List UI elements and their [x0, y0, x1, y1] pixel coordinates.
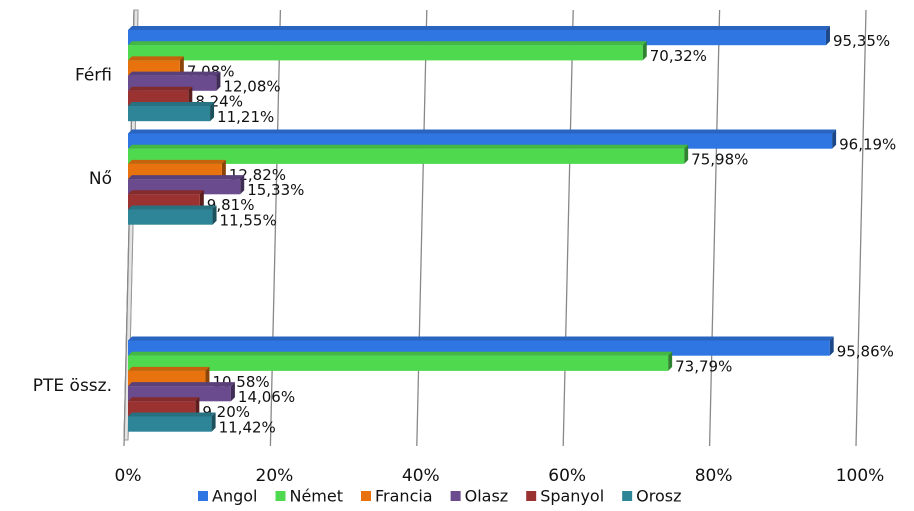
bar-top	[128, 412, 216, 417]
bar-top	[128, 397, 200, 402]
bar-top	[128, 41, 647, 46]
bar-top	[128, 336, 834, 341]
bar-side	[668, 351, 673, 371]
grid-line	[562, 9, 574, 447]
bar-top	[128, 175, 245, 180]
x-tick-label: 60%	[548, 466, 586, 486]
bar-front	[128, 416, 212, 432]
bar-side	[684, 144, 689, 164]
bar-front	[128, 209, 213, 225]
legend-swatch	[361, 491, 371, 501]
category-label: PTE össz.	[33, 376, 112, 396]
bar-top	[128, 351, 673, 356]
x-tick-label: 20%	[256, 466, 294, 486]
legend-label: Olasz	[465, 487, 509, 506]
legend-label: Spanyol	[540, 487, 604, 506]
bar-side	[205, 366, 210, 387]
category-label: Nő	[89, 169, 112, 189]
bar-side	[642, 41, 647, 61]
x-tick-label: 40%	[402, 466, 440, 486]
bar-side	[216, 71, 221, 91]
value-label: 95,86%	[837, 342, 894, 360]
bar-side	[221, 159, 226, 180]
legend-label: Német	[289, 487, 343, 506]
legend-label: Angol	[212, 487, 257, 506]
value-label: 11,42%	[219, 418, 276, 436]
bar	[128, 41, 647, 61]
grid-line	[708, 9, 721, 447]
value-label: 15,33%	[247, 181, 304, 199]
grid-line	[269, 9, 282, 447]
bar	[128, 351, 673, 371]
bar-side	[195, 397, 200, 417]
bar-top	[128, 71, 221, 76]
value-label: 11,21%	[217, 108, 274, 126]
bar-side	[210, 102, 215, 122]
bar-top	[128, 26, 830, 30]
value-label: 95,35%	[833, 32, 890, 50]
legend-label: Orosz	[636, 487, 681, 506]
bar-top	[128, 86, 193, 91]
legend-swatch	[275, 491, 286, 501]
bar	[128, 144, 689, 164]
bar-side	[240, 175, 245, 195]
bar-front	[128, 45, 643, 61]
bar-side	[199, 190, 204, 210]
value-label: 9,81%	[207, 196, 255, 214]
value-label: 70,32%	[650, 47, 707, 65]
bar-front	[128, 355, 669, 371]
bar-front	[128, 148, 685, 164]
legend-swatch	[450, 491, 461, 501]
bar-top	[128, 382, 235, 387]
value-label: 14,06%	[238, 388, 295, 406]
bar-top	[128, 102, 215, 106]
bar-top	[128, 366, 210, 371]
legend-swatch	[622, 491, 633, 501]
value-label: 11,55%	[220, 211, 277, 229]
grid-line	[855, 9, 867, 447]
value-label: 75,98%	[691, 151, 748, 169]
bar-top	[128, 190, 204, 195]
bar-front	[128, 106, 211, 122]
x-tick-label: 80%	[695, 466, 733, 486]
bar-side	[211, 412, 216, 432]
bar-side	[179, 56, 184, 76]
bar-side	[832, 129, 837, 149]
value-label: 12,08%	[223, 78, 280, 96]
bar-top	[128, 144, 689, 149]
x-tick-label: 0%	[115, 466, 142, 486]
bar	[128, 412, 216, 432]
bar	[128, 102, 215, 122]
legend-swatch	[526, 491, 537, 501]
bar	[128, 205, 217, 225]
legend-swatch	[198, 491, 208, 501]
bar-side	[188, 86, 193, 106]
bar-top	[128, 159, 226, 164]
value-label: 96,19%	[839, 135, 896, 153]
bar-top	[128, 56, 184, 61]
bar-top	[128, 129, 837, 134]
bar-side	[825, 26, 830, 46]
bar-side	[230, 382, 235, 402]
legend-label: Francia	[375, 487, 433, 506]
category-label: Férfi	[75, 66, 112, 86]
x-tick-label: 100%	[836, 466, 885, 486]
bar-side	[212, 205, 217, 225]
bar-side	[829, 336, 834, 356]
value-label: 73,79%	[675, 358, 732, 376]
bar-top	[128, 205, 217, 210]
grid-line	[416, 9, 428, 447]
